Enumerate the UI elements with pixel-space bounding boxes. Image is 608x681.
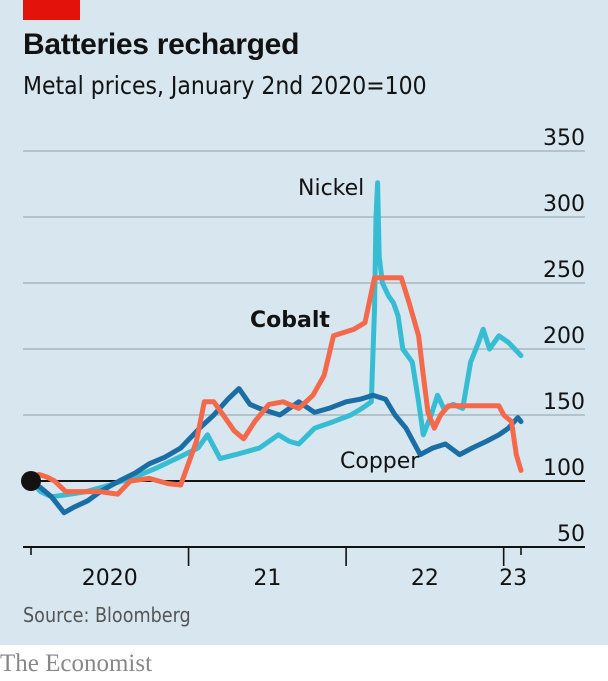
chart-panel — [0, 0, 608, 645]
series-labels: Copper Nickel Cobalt — [250, 176, 420, 474]
series-label-nickel: Nickel — [298, 176, 364, 201]
x-tick-label-23: 23 — [499, 566, 527, 591]
y-tick-label-100: 100 — [543, 456, 585, 481]
y-tick-label-350: 350 — [543, 126, 585, 151]
chart-title: Batteries recharged — [23, 28, 300, 61]
series-line-cobalt — [28, 275, 524, 497]
y-tick-label-50: 50 — [557, 522, 585, 547]
gridlines — [23, 150, 585, 548]
start-marker — [21, 471, 41, 491]
series-label-copper: Copper — [340, 449, 420, 474]
source-note: Source: Bloomberg — [23, 603, 191, 627]
y-tick-label-200: 200 — [543, 324, 585, 349]
x-tick-label-21: 21 — [253, 566, 281, 591]
x-axis: 2020 21 22 23 — [30, 547, 527, 591]
series-lines — [21, 180, 524, 516]
y-tick-label-250: 250 — [543, 258, 585, 283]
line-chart: 50 100 150 200 250 300 350 2020 21 22 23 Copper Ni… — [21, 126, 585, 591]
publisher-logo: The Economist — [0, 650, 153, 677]
x-tick-label-2020: 2020 — [82, 566, 138, 591]
brand-bar — [23, 0, 80, 20]
y-tick-label-150: 150 — [543, 390, 585, 415]
series-line-nickel — [28, 180, 524, 500]
series-label-cobalt: Cobalt — [250, 308, 330, 333]
y-tick-label-300: 300 — [543, 192, 585, 217]
y-axis-labels: 50 100 150 200 250 300 350 — [543, 126, 585, 547]
x-tick-label-22: 22 — [411, 566, 439, 591]
chart-subtitle: Metal prices, January 2nd 2020=100 — [23, 71, 427, 100]
